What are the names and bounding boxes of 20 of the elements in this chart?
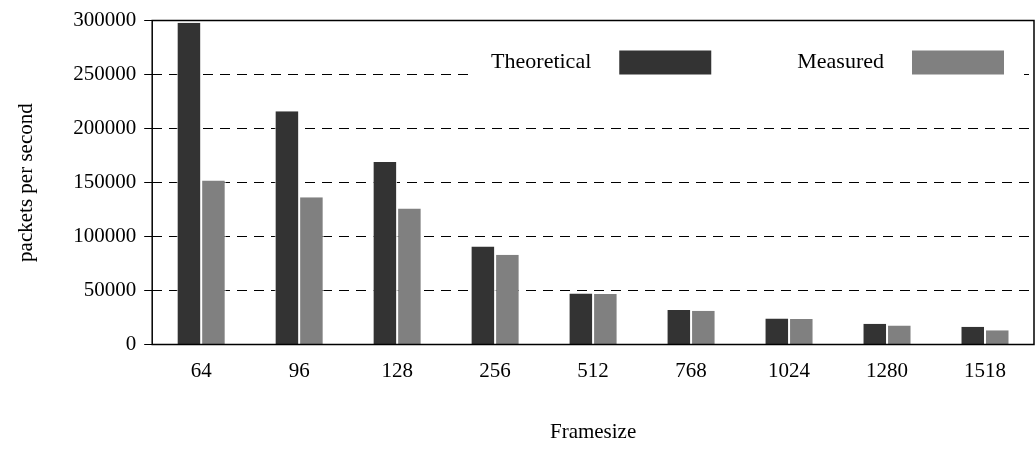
y-tick-label: 200000 (73, 115, 137, 140)
y-axis-title: packets per second (13, 102, 38, 262)
x-tick-label: 256 (479, 357, 511, 382)
legend-label: Theoretical (491, 48, 592, 74)
x-tick-label: 1280 (866, 357, 909, 382)
y-tick-label: 100000 (73, 223, 137, 248)
y-tick-label: 0 (125, 331, 137, 356)
legend-label: Measured (797, 48, 885, 74)
x-axis-title: Framesize (549, 418, 637, 443)
x-tick-label: 128 (381, 357, 413, 382)
y-tick-label: 150000 (73, 169, 137, 194)
x-tick-label: 96 (288, 357, 310, 382)
y-tick-label: 50000 (83, 277, 137, 302)
x-tick-label: 64 (190, 357, 213, 382)
x-tick-label: 512 (577, 357, 609, 382)
x-tick-label: 1024 (768, 357, 811, 382)
y-tick-label: 250000 (73, 61, 137, 86)
y-tick-label: 300000 (73, 7, 137, 32)
x-tick-label: 768 (675, 357, 707, 382)
x-tick-label: 1518 (964, 357, 1007, 382)
